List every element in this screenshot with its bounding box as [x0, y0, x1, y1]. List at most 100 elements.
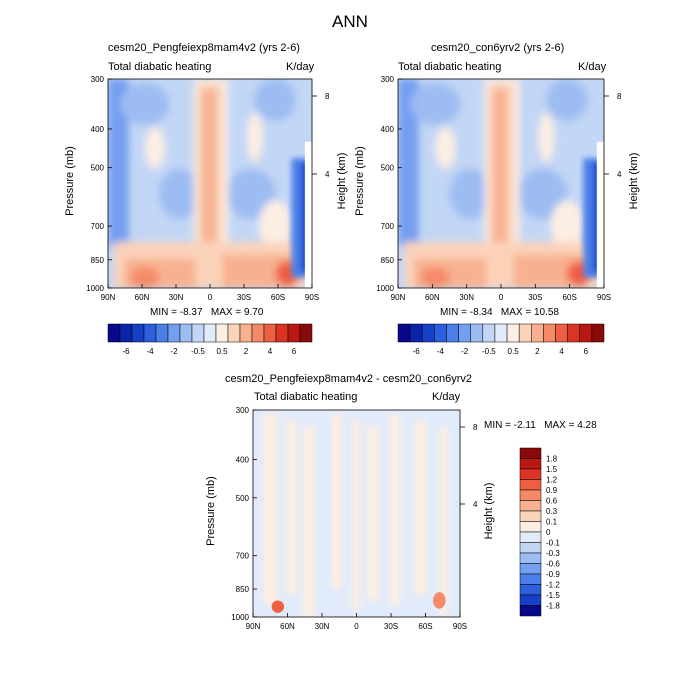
- colorbar-swatch: [519, 521, 542, 533]
- panel2-max-label: MAX =: [500, 307, 532, 318]
- height-tick-label: 4: [473, 500, 478, 509]
- colorbar-swatch: [519, 500, 542, 512]
- colorbar-label: 6: [584, 347, 589, 356]
- colorbar-swatch: [215, 323, 229, 343]
- panel1-max-label: MAX =: [210, 307, 242, 318]
- panel1-colorbar: -6 -4 -2 -0.5 0.5 2 4 6: [107, 323, 313, 356]
- y-tick-label: 400: [91, 125, 105, 134]
- colorbar-label: -0.9: [546, 570, 560, 579]
- colorbar-swatch: [543, 323, 556, 343]
- y-tick-label: 300: [381, 75, 395, 84]
- panel2-max-value: 10.58: [533, 307, 559, 318]
- x-tick-label: 90S: [597, 293, 611, 302]
- colorbar-label: -4: [437, 347, 445, 356]
- x-tick-label: 30S: [237, 293, 251, 302]
- colorbar-swatch: [518, 323, 532, 343]
- y-tick-label: 850: [381, 256, 395, 265]
- height-tick-label: 8: [325, 92, 330, 101]
- panel1-variable: Total diabatic heating: [108, 61, 212, 73]
- y-tick-label: 500: [236, 494, 250, 503]
- colorbar-label: -6: [122, 347, 130, 356]
- colorbar-label: -1.8: [546, 602, 560, 611]
- panel3-colorbar: 1.81.5 1.20.9 0.60.3 0.10 -0.1-0.3 -0.6-0.9 -1…: [519, 447, 560, 617]
- y-tick-label: 300: [91, 75, 105, 84]
- colorbar-swatch: [519, 594, 542, 606]
- x-tick-label: 90N: [246, 622, 261, 631]
- x-tick-label: 60N: [280, 622, 295, 631]
- colorbar-swatch: [579, 323, 593, 343]
- colorbar-swatch: [179, 323, 193, 343]
- panel3-field: [253, 410, 460, 617]
- colorbar-swatch: [167, 323, 181, 343]
- x-tick-label: 30N: [459, 293, 474, 302]
- colorbar-swatch: [191, 323, 205, 343]
- colorbar-label: -1.2: [546, 581, 560, 590]
- colorbar-label: -0.6: [546, 560, 560, 569]
- x-tick-label: 0: [208, 293, 213, 302]
- x-tick-label: 30N: [169, 293, 184, 302]
- panel1-min-value: -8.37: [179, 307, 203, 318]
- colorbar-swatch: [458, 323, 471, 343]
- colorbar-label: -1.5: [546, 591, 560, 600]
- colorbar-swatch: [519, 584, 542, 596]
- colorbar-label: 1.8: [546, 455, 558, 464]
- colorbar-swatch: [434, 323, 447, 343]
- panel2-min-label: MIN =: [440, 307, 467, 318]
- colorbar-swatch: [555, 323, 568, 343]
- colorbar-swatch: [239, 323, 253, 343]
- panel1-min-label: MIN =: [150, 307, 177, 318]
- panel2-colorbar: -6 -4 -2 -0.5 0.5 2 4 6: [397, 323, 605, 356]
- height-tick-label: 4: [617, 170, 622, 179]
- height-tick-label: 8: [473, 423, 478, 432]
- y-tick-label: 300: [236, 406, 250, 415]
- panel2-variable: Total diabatic heating: [398, 61, 502, 73]
- y-tick-label: 700: [236, 552, 250, 561]
- y-tick-label: 1000: [86, 284, 104, 293]
- y-tick-label: 1000: [231, 613, 249, 622]
- colorbar-swatch: [519, 458, 542, 470]
- x-tick-label: 90S: [305, 293, 319, 302]
- colorbar-label: -0.5: [482, 347, 496, 356]
- y-tick-label: 1000: [376, 284, 394, 293]
- x-tick-label: 60N: [135, 293, 150, 302]
- panel3-units: K/day: [432, 391, 461, 403]
- x-tick-label: 30N: [315, 622, 330, 631]
- colorbar-swatch: [519, 447, 542, 459]
- y-tick-label: 400: [236, 455, 250, 464]
- x-tick-label: 90N: [391, 293, 406, 302]
- panel2-title: cesm20_con6yrv2 (yrs 2-6): [431, 42, 565, 54]
- x-tick-label: 60S: [271, 293, 285, 302]
- x-tick-label: 0: [354, 622, 359, 631]
- main-title: ANN: [332, 12, 368, 31]
- panel1-title: cesm20_Pengfeiexp8mam4v2 (yrs 2-6): [108, 42, 300, 54]
- colorbar-label: 4: [268, 347, 273, 356]
- panel3-max-value: 4.28: [577, 420, 597, 431]
- colorbar-swatch: [519, 605, 542, 617]
- panel3-title: cesm20_Pengfeiexp8mam4v2 - cesm20_con6yr…: [225, 373, 473, 385]
- x-tick-label: 90S: [453, 622, 467, 631]
- y-tick-label: 400: [381, 125, 395, 134]
- colorbar-swatch: [421, 323, 435, 343]
- colorbar-swatch: [131, 323, 145, 343]
- colorbar-swatch: [251, 323, 265, 343]
- colorbar-label: -0.1: [546, 539, 560, 548]
- x-tick-label: 60S: [563, 293, 577, 302]
- colorbar-label: 2: [535, 347, 540, 356]
- panel1-minmax: MIN = -8.37 MAX = 9.70: [150, 307, 263, 318]
- colorbar-swatch: [397, 323, 411, 343]
- colorbar-label: -2: [461, 347, 469, 356]
- x-tick-label: 90N: [101, 293, 116, 302]
- colorbar-label: -0.5: [191, 347, 205, 356]
- x-tick-label: 60S: [418, 622, 432, 631]
- colorbar-swatch: [409, 323, 423, 343]
- panel2-min-value: -8.34: [469, 307, 493, 318]
- y-tick-label: 700: [91, 222, 105, 231]
- colorbar-label: 4: [559, 347, 564, 356]
- colorbar-swatch: [227, 323, 241, 343]
- colorbar-swatch: [519, 531, 542, 543]
- colorbar-label: 1.5: [546, 465, 558, 474]
- colorbar-swatch: [519, 563, 542, 575]
- colorbar-swatch: [263, 323, 277, 343]
